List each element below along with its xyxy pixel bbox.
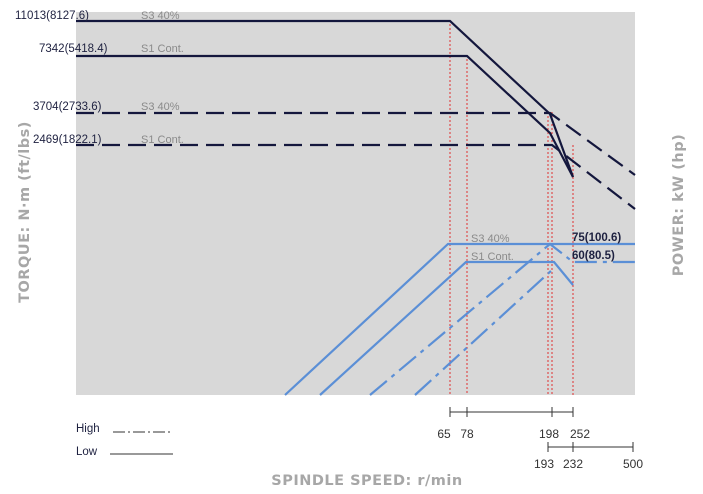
x-ticks-high: 193 232 500 [534, 457, 643, 471]
torque-mode-2: S1 Cont. [141, 43, 184, 55]
torque-label-2: 7342(5418.4) [39, 43, 108, 55]
torque-label-1: 11013(8127.6) [15, 10, 89, 22]
x-tick-78: 78 [460, 427, 474, 441]
x-tick-252: 252 [570, 427, 590, 441]
power-low-s3 [284, 242, 635, 396]
y-axis-title-right: POWER: kW (hp) [671, 134, 687, 277]
torque-label-3: 3704(2733.6) [33, 101, 102, 113]
torque-mode-1: S3 40% [141, 10, 180, 22]
x-tick-65: 65 [437, 427, 451, 441]
torque-high-s1 [76, 143, 636, 210]
torque-curves [76, 19, 636, 210]
x-tick-500: 500 [623, 457, 643, 471]
x-tick-193: 193 [534, 457, 554, 471]
power-mode-s1: S1 Cont. [471, 251, 514, 263]
legend-low-label: Low [76, 446, 98, 458]
x-axis-low [449, 407, 574, 417]
x-ticks-low: 65 78 198 252 [437, 427, 590, 441]
torque-low-s1 [76, 54, 574, 178]
power-high-s1 [414, 269, 553, 396]
legend-high-label: High [76, 423, 100, 435]
torque-mode-4: S1 Cont. [141, 134, 184, 146]
x-tick-198: 198 [539, 427, 559, 441]
power-label-1: 75(100.6) [572, 232, 621, 244]
torque-high-s3 [76, 111, 636, 176]
torque-mode-3: S3 40% [141, 101, 180, 113]
power-label-2: 60(80.5) [572, 250, 615, 262]
torque-label-4: 2469(1822.1) [33, 134, 102, 146]
x-axis-high [547, 442, 634, 452]
torque-labels: 11013(8127.6) S3 40% 7342(5418.4) S1 Con… [15, 10, 184, 146]
x-axis-title: SPINDLE SPEED: r/min [271, 473, 462, 489]
power-curves [284, 242, 635, 396]
power-high-s3 [369, 242, 635, 396]
plot-area [76, 12, 635, 395]
x-tick-232: 232 [563, 457, 583, 471]
y-axis-title-left: TORQUE: N·m (ft/lbs) [17, 121, 33, 303]
power-mode-s3: S3 40% [471, 233, 510, 245]
speed-markers [449, 20, 574, 395]
torque-low-s3 [76, 19, 575, 178]
power-low-s1 [319, 260, 574, 396]
legend: High Low [76, 423, 173, 458]
